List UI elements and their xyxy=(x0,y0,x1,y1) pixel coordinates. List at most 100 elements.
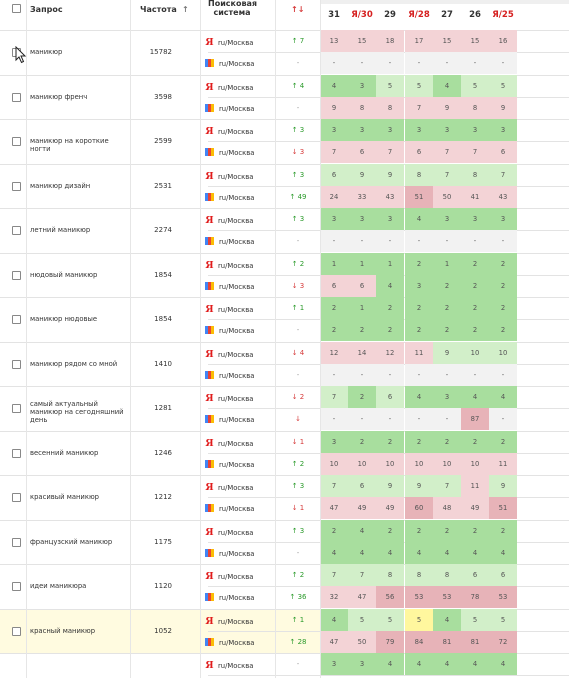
position-cell[interactable]: - xyxy=(489,230,517,252)
position-cell[interactable]: 3 xyxy=(348,119,376,141)
position-cell[interactable]: 5 xyxy=(405,608,433,631)
row-checkbox[interactable] xyxy=(12,493,21,502)
position-cell[interactable]: - xyxy=(320,408,348,430)
sort-asc-icon[interactable]: ↑ xyxy=(182,5,189,14)
position-cell[interactable]: 16 xyxy=(489,30,517,52)
position-cell[interactable]: 7 xyxy=(433,475,461,497)
query-text[interactable]: красный маникюр xyxy=(30,626,96,635)
position-cell[interactable]: - xyxy=(489,363,517,386)
position-cell[interactable]: 9 xyxy=(320,96,348,119)
position-cell[interactable]: 4 xyxy=(405,541,433,564)
position-cell[interactable]: 7 xyxy=(376,141,404,163)
position-cell[interactable]: 15 xyxy=(348,30,376,52)
position-cell[interactable]: 7 xyxy=(433,163,461,186)
position-cell[interactable]: 2 xyxy=(489,274,517,297)
date-column-header[interactable]: Я/30 xyxy=(351,10,373,20)
position-cell[interactable]: 2 xyxy=(405,252,433,275)
query-text[interactable]: французский маникюр xyxy=(30,537,113,546)
position-cell[interactable]: 2 xyxy=(348,386,376,408)
position-cell[interactable]: 7 xyxy=(320,475,348,497)
query-text[interactable]: маникюр рядом со мной xyxy=(30,359,118,368)
position-cell[interactable]: 6 xyxy=(320,274,348,297)
position-cell[interactable]: - xyxy=(433,52,461,74)
position-cell[interactable]: 2 xyxy=(489,252,517,275)
query-text[interactable]: маникюр дизайн xyxy=(30,181,91,190)
position-cell[interactable]: 2 xyxy=(376,319,404,341)
position-cell[interactable]: - xyxy=(433,363,461,386)
position-cell[interactable]: 3 xyxy=(433,119,461,141)
position-cell[interactable]: 2 xyxy=(348,430,376,453)
position-cell[interactable]: 4 xyxy=(489,386,517,408)
position-cell[interactable]: 6 xyxy=(489,141,517,163)
position-cell[interactable]: 3 xyxy=(348,74,376,97)
position-cell[interactable]: 51 xyxy=(405,185,433,208)
position-cell[interactable]: 2 xyxy=(489,430,517,453)
position-cell[interactable]: 7 xyxy=(320,564,348,586)
position-cell[interactable]: - xyxy=(376,408,404,430)
position-cell[interactable]: 2 xyxy=(461,319,489,341)
position-cell[interactable]: 49 xyxy=(348,497,376,519)
position-cell[interactable]: - xyxy=(433,408,461,430)
position-cell[interactable]: 8 xyxy=(376,96,404,119)
position-cell[interactable]: 3 xyxy=(433,386,461,408)
position-cell[interactable]: 6 xyxy=(489,564,517,586)
position-cell[interactable]: - xyxy=(405,363,433,386)
position-cell[interactable]: 2 xyxy=(433,319,461,341)
position-cell[interactable]: - xyxy=(405,230,433,252)
position-cell[interactable]: 6 xyxy=(461,564,489,586)
position-cell[interactable]: 3 xyxy=(376,208,404,230)
date-column-header[interactable]: 31 xyxy=(328,10,340,20)
position-cell[interactable]: 3 xyxy=(348,208,376,230)
position-cell[interactable]: 32 xyxy=(320,586,348,608)
position-cell[interactable]: 6 xyxy=(376,386,404,408)
position-cell[interactable]: 8 xyxy=(405,163,433,186)
position-cell[interactable]: - xyxy=(489,52,517,74)
position-cell[interactable]: 10 xyxy=(461,452,489,475)
position-cell[interactable]: 4 xyxy=(461,541,489,564)
date-column-header[interactable]: Я/25 xyxy=(492,10,514,20)
position-cell[interactable]: 47 xyxy=(348,586,376,608)
query-text[interactable]: идеи маникюра xyxy=(30,582,87,590)
position-cell[interactable]: 10 xyxy=(376,452,404,475)
position-cell[interactable]: 8 xyxy=(405,564,433,586)
position-cell[interactable]: 4 xyxy=(320,608,348,631)
row-checkbox[interactable] xyxy=(12,537,21,547)
position-cell[interactable]: 2 xyxy=(405,319,433,341)
position-cell[interactable]: 78 xyxy=(461,586,489,608)
position-cell[interactable]: - xyxy=(376,363,404,386)
position-cell[interactable]: 4 xyxy=(320,74,348,97)
position-cell[interactable]: 3 xyxy=(320,119,348,141)
position-cell[interactable]: 2 xyxy=(461,430,489,453)
position-cell[interactable]: 5 xyxy=(461,608,489,631)
position-cell[interactable]: 1 xyxy=(376,252,404,275)
position-cell[interactable]: 4 xyxy=(348,519,376,542)
position-cell[interactable]: 4 xyxy=(376,653,404,675)
query-text[interactable]: маникюр нюдовые xyxy=(30,315,98,323)
position-cell[interactable]: 10 xyxy=(320,452,348,475)
position-cell[interactable]: 11 xyxy=(461,475,489,497)
position-cell[interactable]: 2 xyxy=(405,297,433,319)
date-column-header[interactable]: 26 xyxy=(469,10,481,20)
position-cell[interactable]: - xyxy=(433,230,461,252)
position-cell[interactable]: 47 xyxy=(320,630,348,653)
position-cell[interactable]: - xyxy=(348,408,376,430)
position-cell[interactable]: 50 xyxy=(348,630,376,653)
position-cell[interactable]: 2 xyxy=(376,519,404,542)
position-cell[interactable]: 10 xyxy=(348,452,376,475)
date-column-header[interactable]: Я/28 xyxy=(408,10,430,20)
position-cell[interactable]: 4 xyxy=(489,653,517,675)
position-cell[interactable]: 47 xyxy=(320,497,348,519)
position-cell[interactable]: 2 xyxy=(320,319,348,341)
position-cell[interactable]: 5 xyxy=(489,74,517,97)
position-cell[interactable]: 12 xyxy=(376,341,404,364)
position-cell[interactable]: 2 xyxy=(320,519,348,542)
position-cell[interactable]: 4 xyxy=(405,653,433,675)
position-cell[interactable]: - xyxy=(461,52,489,74)
position-cell[interactable]: 4 xyxy=(405,386,433,408)
position-cell[interactable]: - xyxy=(376,52,404,74)
position-cell[interactable]: 43 xyxy=(489,185,517,208)
position-cell[interactable]: 6 xyxy=(405,141,433,163)
position-cell[interactable]: 6 xyxy=(348,274,376,297)
query-text[interactable]: летний маникюр xyxy=(30,226,91,234)
row-checkbox[interactable] xyxy=(12,315,21,324)
